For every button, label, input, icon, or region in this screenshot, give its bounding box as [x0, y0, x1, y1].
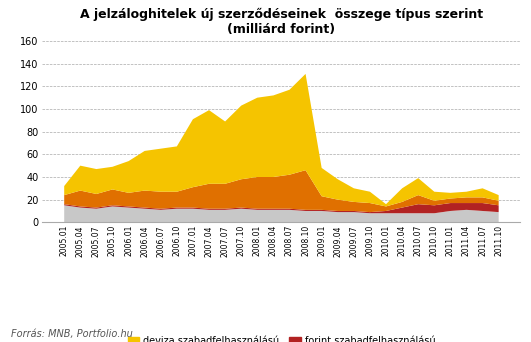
- Title: A jelzáloghitelek új szerződéseinek  összege típus szerint
(milliárd forint): A jelzáloghitelek új szerződéseinek össz…: [80, 8, 483, 36]
- Text: Forrás: MNB, Portfolio.hu: Forrás: MNB, Portfolio.hu: [11, 329, 132, 339]
- Legend: deviza szabadfelhasználású, deviza lakáscélú, forint szabadfelhasználású, forint: deviza szabadfelhasználású, deviza lakás…: [124, 332, 439, 342]
